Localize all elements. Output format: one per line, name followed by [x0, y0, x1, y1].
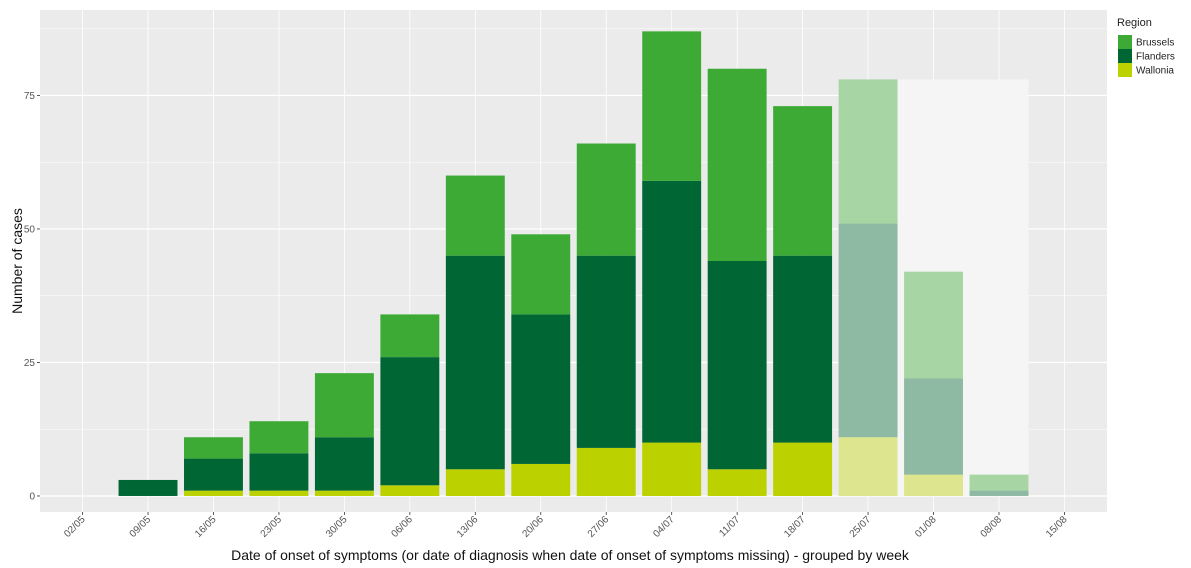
y-axis-ticks: 0 25 50 75: [24, 91, 40, 502]
bar-flanders-11-07: [707, 261, 767, 470]
bar-brussels-30-05: [314, 373, 374, 438]
y-tick-label: 25: [24, 358, 36, 369]
legend-key-flanders: [1118, 49, 1132, 63]
x-tick-label: 25/07: [848, 514, 874, 540]
x-tick-label: 16/05: [193, 514, 219, 540]
bar-flanders-20-06: [511, 314, 571, 464]
x-tick-label: 27/06: [586, 514, 612, 540]
legend-label-brussels: Brussels: [1136, 38, 1174, 49]
bar-brussels-27-06: [576, 143, 636, 256]
incomplete-band: [838, 79, 1029, 496]
bar-flanders-27-06: [576, 255, 636, 448]
bars: [118, 31, 1029, 496]
bar-flanders-16-05: [184, 458, 243, 491]
bar-brussels-04-07: [642, 31, 702, 181]
bar-flanders-23-05: [249, 453, 309, 491]
bar-wallonia-13-06: [445, 469, 505, 496]
bar-wallonia-01-08: [904, 474, 963, 496]
bar-brussels-11-07: [707, 68, 767, 261]
bar-brussels-25-07: [838, 79, 898, 224]
x-tick-label: 08/08: [979, 514, 1005, 540]
bar-brussels-13-06: [445, 175, 505, 256]
bar-brussels-01-08: [904, 271, 963, 379]
legend-label-flanders: Flanders: [1136, 52, 1175, 63]
bar-brussels-08-08: [969, 474, 1029, 491]
bar-flanders-09-05: [118, 479, 178, 496]
legend-title: Region: [1117, 17, 1152, 29]
x-tick-label: 20/06: [520, 514, 546, 540]
bar-brussels-23-05: [249, 421, 309, 454]
bar-brussels-18-07: [773, 106, 833, 256]
legend: Region Brussels Flanders Wallonia: [1117, 17, 1175, 77]
y-tick-label: 50: [24, 224, 36, 235]
legend-key-brussels: [1118, 35, 1132, 49]
bar-flanders-13-06: [445, 255, 505, 470]
x-tick-label: 01/08: [913, 514, 939, 540]
y-tick-label: 0: [29, 491, 35, 502]
bar-brussels-06-06: [380, 314, 440, 358]
x-tick-label: 04/07: [651, 514, 677, 540]
bar-flanders-25-07: [838, 223, 898, 438]
legend-key-wallonia: [1118, 63, 1132, 77]
y-tick-label: 75: [24, 91, 36, 102]
x-tick-label: 11/07: [717, 514, 742, 539]
bar-flanders-01-08: [904, 378, 963, 475]
incomplete-period-band: [838, 79, 1029, 496]
x-tick-label: 02/05: [62, 514, 88, 540]
bar-brussels-20-06: [511, 234, 571, 315]
bar-wallonia-30-05: [314, 490, 374, 496]
bar-flanders-06-06: [380, 357, 440, 486]
x-tick-label: 06/06: [389, 514, 415, 540]
bar-brussels-16-05: [184, 437, 243, 459]
legend-label-wallonia: Wallonia: [1136, 66, 1174, 77]
bar-flanders-08-08: [969, 490, 1029, 496]
bar-flanders-04-07: [642, 180, 702, 443]
x-axis-title: Date of onset of symptoms (or date of di…: [231, 547, 910, 563]
x-tick-label: 15/08: [1044, 514, 1070, 540]
bar-wallonia-06-06: [380, 485, 440, 496]
x-tick-label: 30/05: [324, 514, 350, 540]
bar-wallonia-11-07: [707, 469, 767, 496]
bar-wallonia-18-07: [773, 442, 833, 496]
bar-wallonia-04-07: [642, 442, 702, 496]
x-tick-label: 18/07: [782, 514, 808, 540]
bar-wallonia-20-06: [511, 463, 571, 496]
bar-wallonia-25-07: [838, 437, 898, 496]
x-tick-label: 09/05: [128, 514, 154, 540]
bar-wallonia-23-05: [249, 490, 309, 496]
x-tick-label: 13/06: [455, 514, 481, 540]
bar-flanders-30-05: [314, 437, 374, 491]
bar-wallonia-16-05: [184, 490, 243, 496]
bar-flanders-18-07: [773, 255, 833, 443]
bar-wallonia-27-06: [576, 447, 636, 496]
x-tick-label: 23/05: [259, 514, 285, 540]
x-axis-ticks: 02/05 09/05 16/05 23/05 30/05 06/06 13/06 20/06…: [62, 512, 1070, 540]
y-axis-title: Number of cases: [9, 208, 25, 314]
